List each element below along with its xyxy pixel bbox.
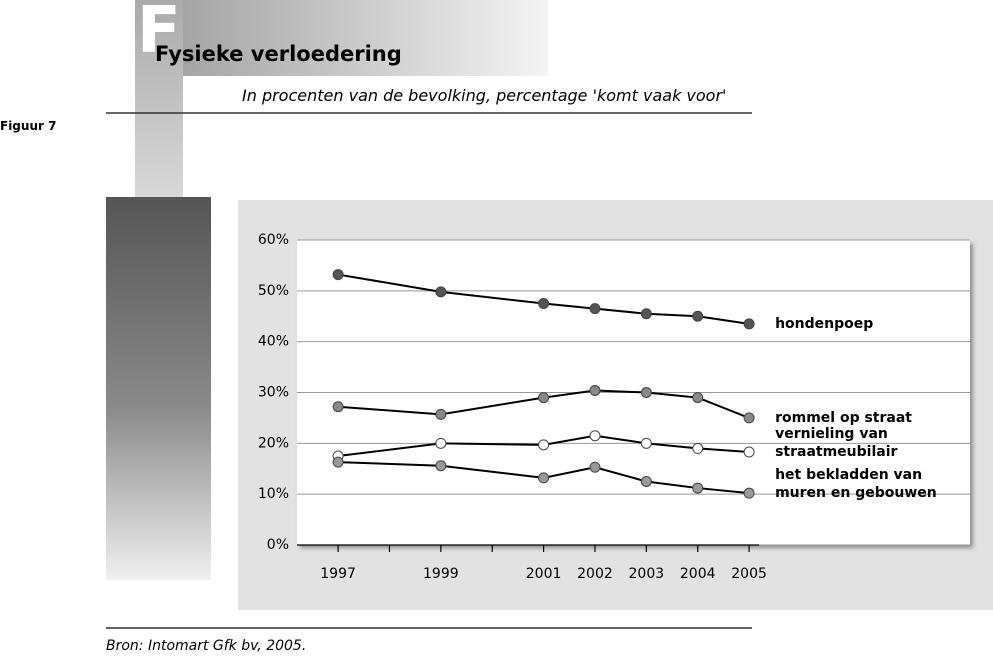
series-label: het bekladden van muren en gebouwen (775, 467, 937, 502)
data-point (640, 387, 652, 398)
initial: F (137, 0, 181, 68)
data-point (589, 461, 601, 473)
data-point (640, 437, 652, 449)
data-point (538, 298, 550, 310)
x-tick-label: 2003 (629, 566, 665, 582)
data-point (435, 437, 447, 449)
figure-label: Figuur 7 (0, 119, 57, 133)
data-point (692, 482, 704, 494)
x-tick-label: 2005 (731, 566, 767, 582)
data-point (589, 384, 601, 396)
y-tick-label: 60% (258, 232, 289, 248)
data-point (435, 460, 447, 472)
data-point (743, 412, 755, 424)
data-point (538, 439, 550, 451)
header-band (135, 0, 548, 76)
series-label: rommel op straat (775, 409, 912, 426)
photo-strip (106, 197, 211, 580)
y-tick-label: 40% (258, 334, 289, 350)
data-point (538, 392, 550, 404)
data-point (589, 303, 601, 315)
data-point (332, 269, 344, 281)
subtitle: In procenten van de bevolking, percentag… (242, 86, 727, 105)
data-point (743, 487, 755, 499)
y-tick-label: 50% (258, 283, 289, 299)
data-point (692, 442, 704, 454)
title: Fysieke verloedering (155, 42, 402, 66)
x-tick-label: 1999 (423, 566, 459, 582)
series-label: hondenpoep (775, 315, 874, 332)
x-tick-label: 2002 (577, 566, 613, 582)
y-tick-label: 0% (267, 537, 289, 553)
data-point (589, 430, 601, 442)
data-point (743, 446, 755, 458)
data-point (435, 408, 447, 420)
x-tick-label: 2004 (680, 566, 716, 582)
data-point (538, 472, 550, 484)
data-point (692, 392, 704, 404)
data-point (640, 475, 652, 487)
series-label: vernieling van straatmeubilair (775, 425, 898, 460)
data-point (435, 286, 447, 298)
x-tick-label: 1997 (320, 566, 356, 582)
header-strip (135, 0, 183, 197)
y-tick-label: 10% (258, 486, 289, 502)
source: Bron: Intomart Gfk bv, 2005. (106, 638, 307, 654)
y-tick-label: 20% (258, 435, 289, 451)
data-point (332, 456, 344, 468)
data-point (640, 308, 652, 320)
y-tick-label: 30% (258, 385, 289, 401)
data-point (692, 310, 704, 322)
data-point (743, 318, 755, 330)
data-point (332, 401, 344, 413)
x-tick-label: 2001 (526, 566, 562, 582)
plot: 0% 10% 20% 30% 40% 50% 60% 1997 1999 2001 2002 2003… (258, 232, 970, 582)
